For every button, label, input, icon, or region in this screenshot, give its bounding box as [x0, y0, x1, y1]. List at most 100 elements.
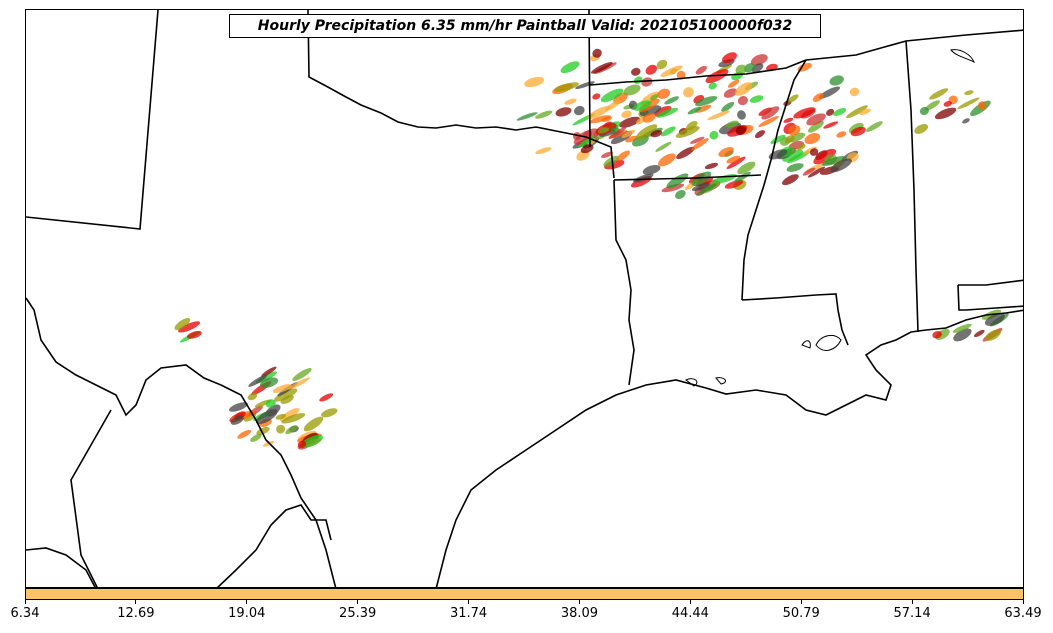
precip-paintball	[934, 107, 957, 120]
precip-paintball	[943, 101, 952, 107]
louisiana-mississippi-border	[741, 293, 849, 346]
precip-paintball	[782, 174, 799, 186]
precip-paintball	[621, 110, 632, 119]
precip-paintball	[256, 426, 270, 436]
precip-paintball	[846, 105, 868, 119]
precip-paintball	[818, 86, 841, 99]
precip-paintball	[650, 129, 663, 138]
precip-paintball	[262, 440, 275, 447]
precip-paintball	[859, 108, 871, 116]
precip-paintball	[696, 183, 717, 196]
precip-paintball	[592, 48, 602, 58]
precip-paintball	[660, 65, 683, 77]
precip-paintball	[250, 433, 262, 442]
precip-paintball	[932, 330, 942, 339]
precip-paintball	[964, 90, 974, 96]
colorbar-tick-mark	[357, 600, 359, 604]
precip-paintball	[758, 116, 779, 127]
precip-paintball	[722, 52, 737, 64]
precip-paintball	[616, 150, 630, 162]
precip-paintball	[655, 141, 672, 152]
precip-paintball	[642, 113, 656, 123]
precip-paintball	[744, 63, 755, 73]
precip-paintball	[605, 99, 621, 111]
mississippi-river	[741, 59, 807, 301]
precip-paintball	[737, 110, 746, 120]
precip-paintball	[724, 180, 744, 189]
precip-paintball	[707, 110, 730, 121]
precip-paintball	[280, 395, 294, 404]
georgia-florida	[958, 279, 1023, 286]
map-title: Hourly Precipitation 6.35 mm/hr Paintbal…	[229, 14, 821, 38]
precip-paintball	[642, 164, 661, 175]
precip-paintball	[555, 107, 572, 117]
precip-paintball	[849, 87, 860, 97]
colorbar-tick-label: 50.79	[782, 606, 820, 621]
precip-paintball	[695, 104, 712, 113]
precip-paintball	[925, 100, 940, 111]
precip-paintball	[952, 323, 972, 333]
precip-paintball	[592, 93, 601, 100]
precip-paintball	[683, 87, 694, 98]
precip-paintball	[737, 96, 748, 106]
precip-paintball	[836, 131, 847, 138]
colorbar-tick-label: 44.44	[671, 606, 709, 621]
precip-paintball	[633, 100, 652, 111]
precip-paintball	[826, 108, 835, 116]
precip-paintball	[727, 79, 740, 88]
precip-paintball	[914, 123, 929, 134]
precip-paintball	[600, 151, 613, 159]
precip-paintball	[664, 96, 679, 105]
precip-paintball	[248, 374, 268, 387]
precip-paintball	[601, 116, 612, 122]
precip-paintball	[321, 408, 338, 418]
precip-paintball	[237, 429, 252, 439]
precip-paintball	[178, 321, 201, 333]
colorbar-tick-mark	[135, 600, 137, 604]
precip-paintball	[633, 173, 654, 183]
colorbar-tick-mark	[911, 600, 913, 604]
precip-paintball	[718, 146, 734, 158]
colorbar-tick-mark	[689, 600, 691, 604]
precip-paintball	[597, 127, 610, 134]
precip-paintball	[279, 407, 300, 422]
colorbar-tick-mark	[578, 600, 580, 604]
precip-paintball	[631, 67, 641, 76]
colorbar-tick-label: 38.09	[560, 606, 599, 621]
arkansas-missouri-border	[589, 59, 807, 86]
gulf-coastline	[435, 309, 1023, 587]
precip-paintball	[635, 124, 658, 140]
precip-paintball	[603, 155, 619, 167]
precip-paintball	[709, 130, 719, 140]
precip-paintball	[807, 121, 824, 133]
precip-paintball	[690, 136, 705, 144]
precip-paintball	[812, 93, 824, 103]
precip-paintball	[704, 162, 719, 170]
precip-paintball	[735, 125, 747, 135]
precip-paintball	[919, 106, 929, 116]
precip-paintball	[676, 146, 695, 160]
precip-paintball	[850, 126, 866, 137]
precip-paintball	[691, 182, 711, 191]
precip-paintball	[734, 82, 753, 96]
mexico-state-border-2	[70, 409, 112, 587]
precip-paintball	[292, 368, 312, 381]
precip-paintball	[288, 377, 310, 390]
precip-paintball	[823, 121, 839, 129]
precip-paintball	[675, 126, 700, 138]
precip-paintball	[726, 156, 746, 169]
precip-paintball	[734, 171, 751, 183]
precip-paintball	[600, 88, 624, 103]
precip-paintball	[749, 95, 764, 103]
precip-paintball	[560, 61, 580, 74]
precip-paintball	[281, 413, 306, 424]
precip-paintball	[793, 107, 816, 119]
precip-paintball	[865, 121, 883, 132]
tennessee-border	[805, 29, 1023, 61]
precip-paintball	[656, 107, 679, 118]
precip-paintball	[260, 377, 279, 388]
precip-paintball	[621, 129, 635, 138]
precip-paintball	[656, 59, 668, 70]
precip-paintball	[788, 125, 801, 136]
precip-paintball	[721, 101, 735, 112]
